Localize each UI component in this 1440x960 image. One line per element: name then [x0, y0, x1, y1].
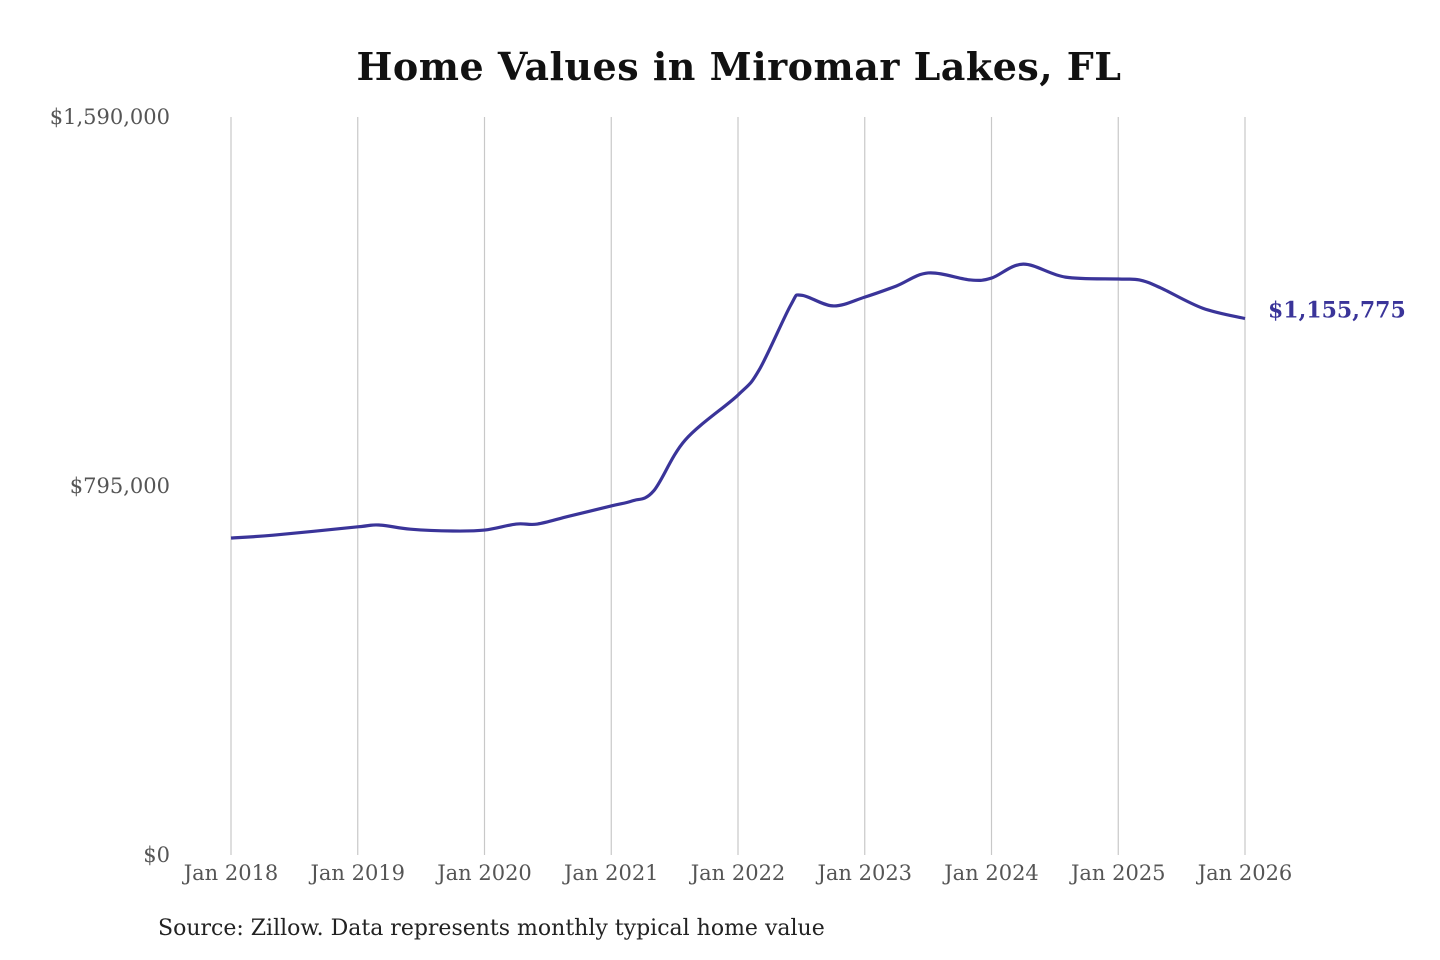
x-tick-label: Jan 2022	[689, 861, 786, 885]
x-tick-label: Jan 2021	[562, 861, 659, 885]
x-tick-label: Jan 2025	[1069, 861, 1166, 885]
chart-title: Home Values in Miromar Lakes, FL	[356, 44, 1122, 89]
x-tick-label: Jan 2019	[308, 861, 405, 885]
end-value-label: $1,155,775	[1268, 298, 1406, 324]
series-line	[230, 262, 1246, 540]
x-tick-label: Jan 2020	[435, 861, 532, 885]
x-tick-label: Jan 2023	[815, 861, 912, 885]
source-note: Source: Zillow. Data represents monthly …	[158, 916, 825, 941]
x-tick-label: Jan 2026	[1196, 861, 1293, 885]
x-tick-label: Jan 2018	[182, 861, 279, 885]
y-tick-label: $1,590,000	[50, 105, 170, 129]
y-tick-label: $795,000	[70, 474, 170, 498]
y-tick-label: $0	[143, 843, 170, 867]
x-tick-label: Jan 2024	[942, 861, 1039, 885]
